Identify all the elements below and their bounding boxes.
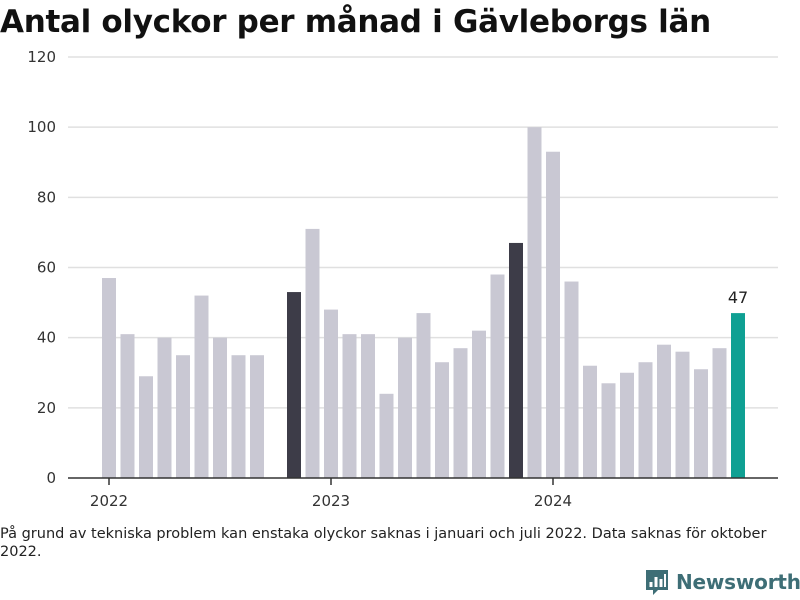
bar-2023-03 (361, 334, 375, 478)
bar-2024-11 (731, 313, 745, 478)
y-tick-label: 120 (27, 48, 56, 66)
bar-2022-09 (250, 355, 264, 478)
brand-logo: Newsworthy (644, 568, 800, 596)
bar-2024-06 (638, 362, 653, 478)
bar-2023-06 (416, 313, 431, 478)
bar-2022-01 (102, 278, 116, 478)
bar-2023-01 (324, 309, 338, 478)
bar-2023-02 (342, 334, 357, 478)
bar-2024-07 (657, 344, 671, 478)
chart-title: Antal olyckor per månad i Gävleborgs län (0, 4, 711, 40)
bar-2022-08 (231, 355, 246, 478)
bar-2024-05 (620, 372, 634, 478)
bar-2023-07 (435, 362, 449, 478)
x-tick-label: 2022 (90, 492, 128, 510)
y-tick-label: 40 (37, 329, 56, 347)
bar-2024-10 (712, 348, 727, 478)
y-tick-label: 80 (37, 188, 56, 206)
bar-2023-05 (398, 337, 412, 478)
bar-2023-12 (527, 127, 542, 479)
footnote: På grund av tekniska problem kan enstaka… (0, 526, 767, 560)
y-tick-label: 60 (37, 259, 56, 277)
y-tick-label: 20 (37, 399, 56, 417)
x-tick-label: 2024 (534, 492, 572, 510)
bar-2022-11 (287, 292, 301, 478)
bar-2022-06 (194, 295, 209, 478)
bar-2024-04 (601, 383, 616, 478)
y-tick-label: 0 (46, 469, 56, 487)
bar-2024-01 (546, 151, 560, 478)
bar-2023-09 (472, 330, 486, 478)
bar-2022-12 (305, 228, 320, 478)
bar-2024-08 (675, 351, 690, 478)
bar-2024-02 (564, 281, 579, 478)
bar-2022-03 (139, 376, 153, 478)
bar-2022-07 (213, 337, 227, 478)
axes: 0 20 40 60 80 100 120 2022 2023 2024 (27, 48, 778, 510)
newsworthy-logo-icon (646, 570, 668, 595)
data-label: 47 (728, 288, 748, 307)
bar-2022-02 (120, 334, 135, 478)
bar-2023-08 (453, 348, 468, 478)
brand-name: Newsworthy (676, 570, 800, 594)
bar-2024-03 (583, 365, 597, 478)
bar-2024-09 (694, 369, 708, 478)
bars (102, 127, 745, 479)
bar-2022-04 (157, 337, 172, 478)
bar-2022-05 (176, 355, 190, 478)
bar-2023-11 (509, 242, 523, 478)
data-labels: 47 (728, 288, 748, 307)
bar-chart: 0 20 40 60 80 100 120 2022 2023 2024 47 (27, 48, 778, 510)
x-tick-label: 2023 (312, 492, 350, 510)
y-tick-label: 100 (27, 118, 56, 136)
bar-2023-10 (490, 274, 505, 478)
bar-2023-04 (379, 393, 394, 478)
